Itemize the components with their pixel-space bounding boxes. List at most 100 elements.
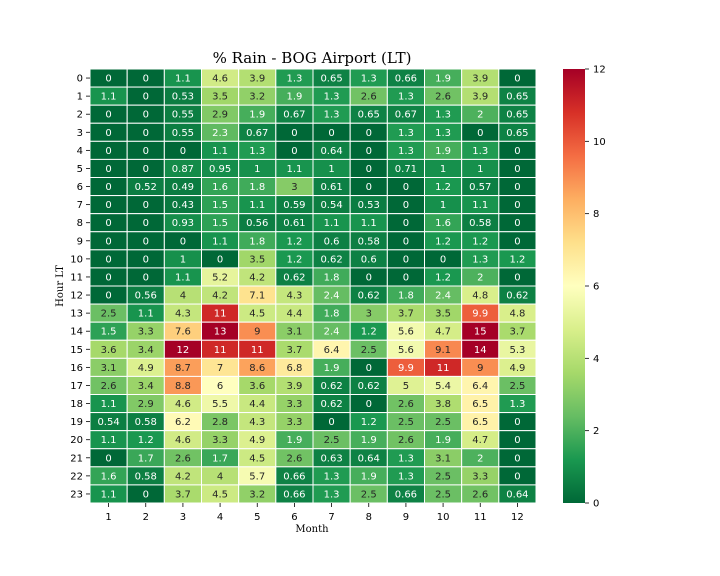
cell-value-label: 0.62 [358, 291, 380, 302]
cell-value-label: 0 [143, 110, 149, 121]
cell-value-label: 3.8 [435, 399, 451, 410]
cell-value-label: 1.7 [212, 453, 228, 464]
cell-value-label: 2.5 [398, 417, 414, 428]
x-tick-label: 8 [366, 512, 372, 523]
cell-value-label: 0 [514, 272, 520, 283]
cell-value-label: 0.58 [358, 236, 380, 247]
colorbar-tick-label: 0 [593, 499, 599, 510]
cell-value-label: 4 [180, 291, 186, 302]
cell-value-label: 0.62 [506, 291, 528, 302]
cell-value-label: 0 [514, 164, 520, 175]
colorbar-tick-label: 12 [593, 65, 606, 76]
cell-value-label: 4.8 [472, 291, 488, 302]
cell-value-label: 5 [403, 381, 409, 392]
cell-value-label: 3.6 [249, 381, 265, 392]
cell-value-label: 1.2 [435, 236, 451, 247]
cell-value-label: 3.3 [212, 435, 228, 446]
cell-value-label: 1.9 [361, 471, 377, 482]
cell-value-label: 2.4 [435, 291, 451, 302]
cell-value-label: 3.7 [509, 327, 525, 338]
y-tick-label: 3 [77, 128, 83, 139]
cell-value-label: 1.3 [398, 453, 414, 464]
cell-value-label: 1.1 [472, 200, 488, 211]
cell-value-label: 9 [254, 327, 260, 338]
cell-value-label: 4.5 [249, 453, 265, 464]
cell-value-label: 2.6 [398, 399, 414, 410]
cell-value-label: 5.6 [398, 327, 414, 338]
colorbar-tick-label: 6 [593, 282, 599, 293]
cell-value-label: 0 [143, 489, 149, 500]
cell-value-label: 3.7 [398, 309, 414, 320]
cell-value-label: 1.1 [324, 218, 340, 229]
cell-value-label: 0.71 [395, 164, 417, 175]
x-tick-label: 10 [437, 512, 450, 523]
cell-value-label: 4.2 [249, 272, 265, 283]
cell-value-label: 7.6 [175, 327, 191, 338]
cell-value-label: 0 [403, 272, 409, 283]
cell-value-label: 1.1 [212, 236, 228, 247]
cell-value-label: 0.64 [320, 146, 342, 157]
cell-value-label: 0 [105, 236, 111, 247]
cell-value-label: 0 [143, 128, 149, 139]
cell-value-label: 9.1 [435, 345, 451, 356]
cell-value-label: 1.5 [101, 327, 117, 338]
cell-value-label: 1.3 [472, 254, 488, 265]
cell-value-label: 4.3 [249, 417, 265, 428]
cell-value-label: 0 [143, 236, 149, 247]
cell-value-label: 0.65 [506, 110, 528, 121]
cell-value-label: 8.8 [175, 381, 191, 392]
cell-value-label: 0 [143, 218, 149, 229]
cell-value-label: 1 [180, 254, 186, 265]
cell-value-label: 0.63 [320, 453, 342, 464]
cell-value-label: 0 [514, 182, 520, 193]
cell-value-label: 0.65 [320, 74, 342, 85]
cell-value-label: 4.5 [212, 489, 228, 500]
cell-value-label: 1.3 [435, 110, 451, 121]
cell-value-label: 0 [403, 200, 409, 211]
y-tick-label: 16 [70, 363, 83, 374]
cell-value-label: 0 [105, 182, 111, 193]
cell-value-label: 3.7 [286, 345, 302, 356]
cell-value-label: 1.2 [435, 272, 451, 283]
y-axis-label: Hour LT [55, 265, 66, 307]
y-tick-label: 19 [70, 417, 83, 428]
cell-value-label: 0.65 [506, 92, 528, 103]
cell-value-label: 0.56 [135, 291, 157, 302]
cell-value-label: 1.9 [435, 435, 451, 446]
cell-value-label: 15 [474, 327, 487, 338]
x-tick-label: 1 [105, 512, 111, 523]
y-tick-label: 6 [77, 182, 83, 193]
x-tick-label: 7 [328, 512, 334, 523]
cell-value-label: 0 [328, 128, 334, 139]
cell-value-label: 4.4 [286, 309, 302, 320]
cell-value-label: 1.1 [101, 435, 117, 446]
cell-value-label: 3.4 [138, 345, 154, 356]
cell-value-label: 0.61 [283, 218, 305, 229]
x-tick-label: 5 [254, 512, 260, 523]
cell-value-label: 1.6 [435, 218, 451, 229]
cell-value-label: 0 [143, 74, 149, 85]
cell-value-label: 1.3 [324, 92, 340, 103]
cell-value-label: 3.3 [472, 471, 488, 482]
cell-value-label: 0.62 [283, 272, 305, 283]
cell-value-label: 4.6 [175, 435, 191, 446]
cell-value-label: 0 [514, 417, 520, 428]
cell-value-label: 2.5 [361, 345, 377, 356]
cell-value-label: 1.5 [212, 200, 228, 211]
cell-value-label: 3.5 [435, 309, 451, 320]
cell-value-label: 3.2 [249, 489, 265, 500]
cell-value-label: 1.1 [175, 74, 191, 85]
cell-value-label: 0.55 [172, 128, 194, 139]
cell-value-label: 5.4 [435, 381, 451, 392]
cell-value-label: 3.2 [249, 92, 265, 103]
cell-value-label: 2.6 [398, 435, 414, 446]
cell-value-label: 1.3 [398, 92, 414, 103]
cell-value-label: 0 [105, 254, 111, 265]
cell-value-label: 3.9 [249, 74, 265, 85]
cell-value-label: 1.1 [101, 92, 117, 103]
y-tick-label: 14 [70, 327, 83, 338]
cell-value-label: 0 [366, 146, 372, 157]
x-tick-label: 11 [474, 512, 487, 523]
cell-value-label: 0 [514, 471, 520, 482]
